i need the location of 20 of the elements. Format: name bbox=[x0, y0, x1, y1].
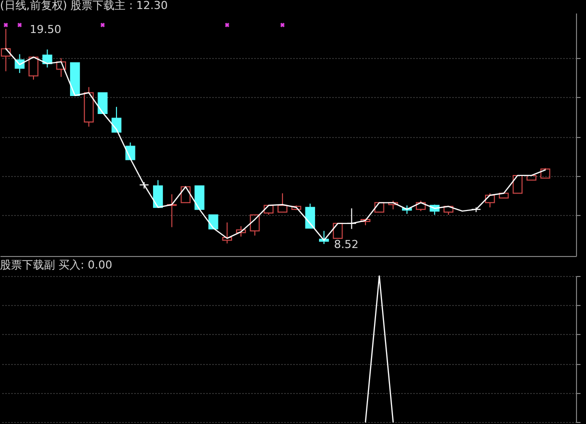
candlestick bbox=[332, 222, 343, 239]
candlestick bbox=[194, 185, 204, 210]
candlestick bbox=[305, 203, 316, 229]
candlestick bbox=[374, 202, 384, 213]
candlestick bbox=[180, 186, 191, 204]
candlestick bbox=[512, 174, 523, 194]
annotation: 8.52 bbox=[334, 238, 358, 251]
candlestick bbox=[498, 192, 509, 198]
candlestick bbox=[153, 180, 163, 208]
candlestick bbox=[166, 194, 177, 228]
chart-title: (日线,前复权) 股票下载主 : 12.30 bbox=[0, 0, 168, 12]
annotation: 19.50 bbox=[30, 22, 62, 36]
candlestick bbox=[444, 206, 454, 216]
candlestick bbox=[70, 62, 80, 96]
candlestick bbox=[526, 174, 536, 181]
candlestick bbox=[98, 92, 108, 114]
candlestick bbox=[0, 28, 11, 72]
candlestick bbox=[278, 192, 288, 213]
chart-title: 股票下载副 买入: 0.00 bbox=[0, 258, 112, 272]
candlestick bbox=[112, 106, 122, 133]
